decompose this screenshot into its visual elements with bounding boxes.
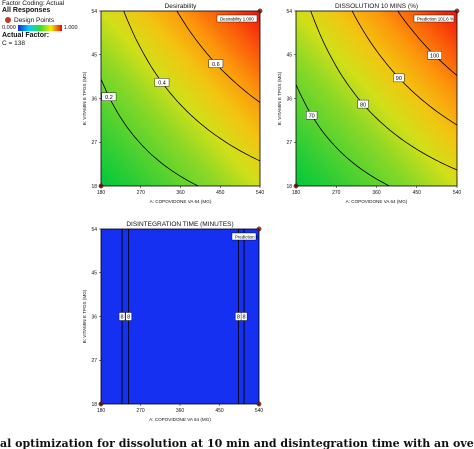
chart-title: Desirability xyxy=(165,3,198,10)
x-tick-label: 540 xyxy=(255,408,264,414)
color-scale-bar xyxy=(17,25,62,32)
x-axis-label: A: COPOVIDONE VA 64 (MG) xyxy=(346,199,408,204)
x-tick-label: 360 xyxy=(176,190,185,196)
y-axis-label: B: VITAMIN E TPGS (MG) xyxy=(277,71,282,125)
y-tick-label: 18 xyxy=(286,184,292,190)
factor-coding-label: Factor Coding: Actual xyxy=(2,0,65,7)
y-tick-label: 45 xyxy=(91,271,97,277)
x-tick-label: 360 xyxy=(372,190,381,196)
contour-label: 0.4 xyxy=(158,81,166,87)
plot-fill xyxy=(101,11,260,186)
contour-label: 70 xyxy=(309,113,315,119)
contour-charts: 0.2 0.4 0.6 Desirability 1.000 Desirability 1… xyxy=(82,3,462,422)
contour-line xyxy=(176,11,260,103)
prediction-label: Prediction 6 xyxy=(235,234,259,239)
prediction-label: Desirability 1.000 xyxy=(220,16,254,21)
contour-line xyxy=(123,11,260,162)
y-tick-label: 27 xyxy=(286,140,292,146)
y-axis-label: B: VITAMIN E TPGS (MG) xyxy=(82,289,87,343)
all-responses-label: All Responses xyxy=(2,7,51,15)
design-points-row: Design Points xyxy=(2,17,97,24)
contour-label-box xyxy=(393,73,405,83)
x-axis-label: A: COPOVIDONE VA 64 (MG) xyxy=(150,199,212,204)
design-points-label: Design Points xyxy=(14,16,55,24)
y-tick-label: 54 xyxy=(286,9,292,15)
contour-line xyxy=(296,84,391,186)
y-tick-label: 36 xyxy=(286,96,292,102)
contour-label-box xyxy=(240,312,248,321)
contour-label-box xyxy=(118,312,126,321)
x-tick-label: 450 xyxy=(413,190,422,196)
y-axis-label: B: VITAMIN E TPGS (MG) xyxy=(82,71,87,125)
chart-1: 0.2 0.4 0.6 Desirability 1.000 Desirability 1… xyxy=(82,3,265,204)
contour-label: 100 xyxy=(430,53,439,59)
color-scale-row: 0.000 1.000 xyxy=(2,24,97,32)
x-tick-label: 540 xyxy=(256,190,265,196)
contour-line xyxy=(351,11,457,126)
contour-line xyxy=(310,11,457,171)
x-tick-label: 360 xyxy=(176,408,185,414)
x-tick-label: 180 xyxy=(97,190,106,196)
y-tick-label: 45 xyxy=(91,53,97,59)
x-axis-label: A: COPOVIDONE VA 64 (MG) xyxy=(149,417,211,422)
x-tick-label: 180 xyxy=(97,408,106,414)
contour-label: 8 xyxy=(127,315,130,321)
contour-label: 8 xyxy=(243,315,246,321)
x-tick-label: 540 xyxy=(453,190,462,196)
actual-factor-label: Actual Factor: xyxy=(2,32,50,40)
y-tick-label: 36 xyxy=(91,314,97,320)
x-tick-label: 180 xyxy=(292,190,301,196)
x-tick-label: 270 xyxy=(332,190,341,196)
y-tick-label: 54 xyxy=(91,9,97,15)
contour-label: 8 xyxy=(237,315,240,321)
contour-label-box xyxy=(357,99,369,109)
scale-max-label: 1.000 xyxy=(63,24,78,31)
y-tick-label: 45 xyxy=(286,53,292,59)
x-tick-label: 450 xyxy=(216,190,225,196)
contour-label: 90 xyxy=(396,76,402,82)
prediction-box xyxy=(231,232,257,241)
prediction-box xyxy=(216,14,258,23)
x-tick-label: 270 xyxy=(136,408,145,414)
contour-label-box xyxy=(154,78,170,87)
y-tick-label: 36 xyxy=(91,96,97,102)
contour-label: 0.6 xyxy=(212,62,220,68)
prediction-box xyxy=(413,14,455,23)
chart-2: 70 80 90 100 Prediction 101.6 % DISSOLUTION 1… xyxy=(277,3,462,204)
plot-fill xyxy=(296,11,457,186)
contour-line xyxy=(101,78,200,186)
y-tick-label: 27 xyxy=(91,140,97,146)
figure-caption: al optimization for dissolution at 10 mi… xyxy=(0,437,474,449)
legend-panel: Factor Coding: Actual All Responses Desi… xyxy=(2,0,97,48)
contour-label-box xyxy=(101,92,117,101)
design-point-marker-icon xyxy=(5,17,11,24)
contour-label-box xyxy=(306,111,318,120)
scale-min-label: 0.000 xyxy=(2,24,16,31)
contour-label-box xyxy=(125,312,132,321)
contour-label-box xyxy=(208,59,224,68)
y-tick-label: 54 xyxy=(91,227,97,233)
chart-title: DISINTEGRATION TIME (MINUTES) xyxy=(126,221,233,228)
c-value-label: C = 138 xyxy=(2,40,25,48)
y-tick-label: 18 xyxy=(91,402,97,408)
y-tick-label: 27 xyxy=(91,358,97,364)
contour-label: 0.2 xyxy=(105,95,113,101)
y-tick-label: 18 xyxy=(91,184,97,190)
chart-title: DISSOLUTION 10 MINS (%) xyxy=(335,3,418,10)
x-tick-label: 270 xyxy=(137,190,146,196)
contour-label: 8 xyxy=(121,315,124,321)
x-tick-label: 450 xyxy=(215,408,224,414)
contour-label: 80 xyxy=(360,102,366,108)
prediction-label: Prediction 101.6 % xyxy=(417,16,454,21)
contour-line xyxy=(397,11,457,76)
contour-label-box xyxy=(427,51,442,60)
